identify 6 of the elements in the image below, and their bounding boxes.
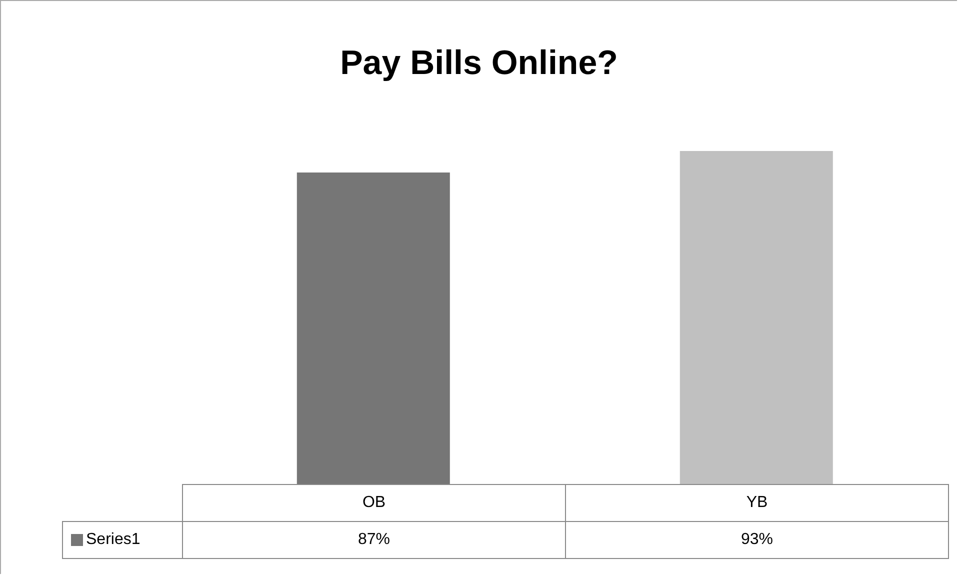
chart-title: Pay Bills Online? [339, 44, 619, 83]
data-label: 93% [565, 521, 949, 559]
x-tick-label: OB [182, 484, 566, 522]
legend-label: Series1 [62, 521, 183, 559]
x-tick-label: YB [565, 484, 949, 522]
data-label: 87% [182, 521, 566, 559]
